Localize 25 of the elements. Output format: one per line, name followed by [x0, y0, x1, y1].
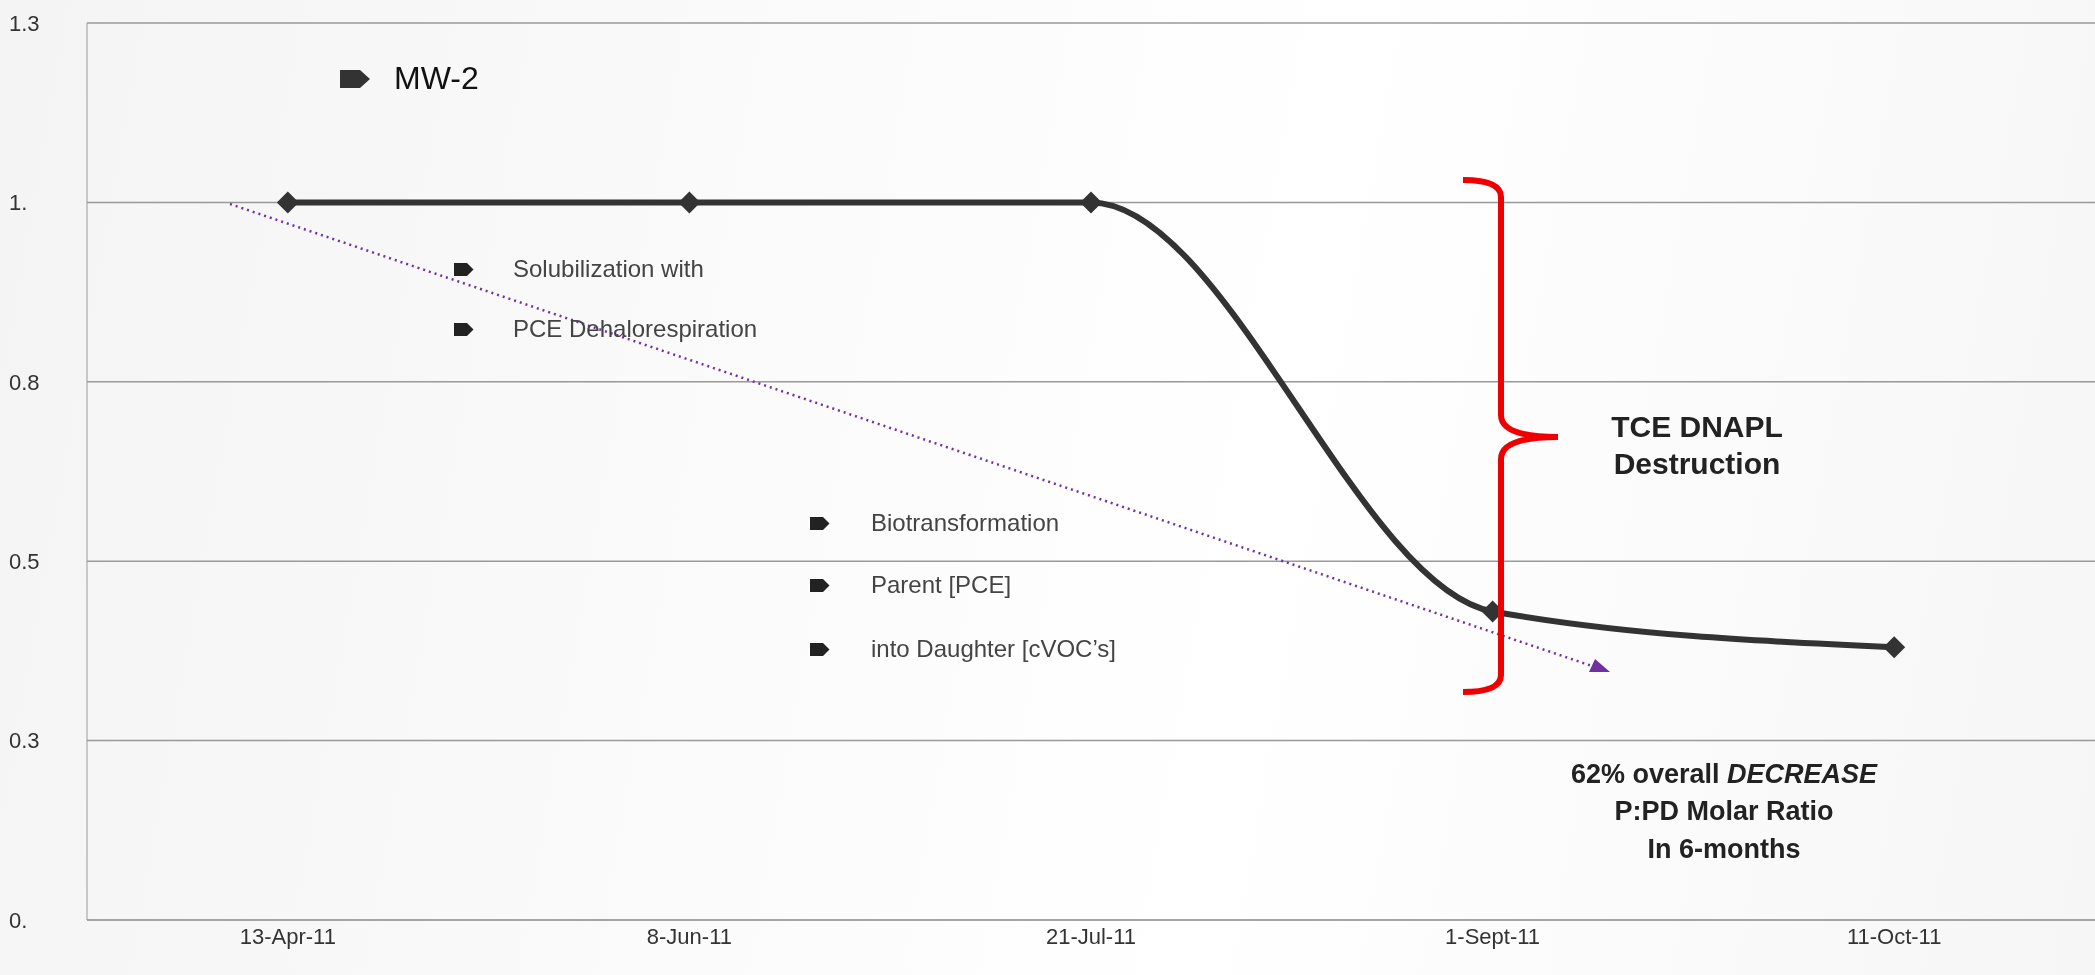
legend-label: MW-2: [394, 60, 479, 97]
annotation: TCE DNAPL Destruction: [1610, 408, 1784, 482]
annotation: into Daughter [cVOC’s]: [871, 634, 1117, 665]
point: [1080, 191, 1102, 214]
y-tick-label: 0.8: [9, 369, 40, 395]
x-tick-label: 1-Sept-11: [1445, 923, 1541, 949]
annotation: Parent [PCE]: [871, 570, 1012, 601]
annotation: P:PD Molar Ratio: [1613, 795, 1835, 829]
y-tick-label: 1.: [9, 190, 28, 216]
x-tick-label: 11-Oct-11: [1846, 923, 1942, 949]
annotation: 62% overall: [1570, 759, 1720, 790]
annotation: Biotransformation: [871, 508, 1060, 539]
annotation: In 6-months: [1646, 833, 1802, 867]
y-tick-label: 0.: [9, 907, 28, 933]
y-tick-label: 0.3: [9, 728, 40, 754]
annotation: DECREASE: [1727, 759, 1878, 790]
x-tick-label: 13-Apr-11: [239, 923, 336, 949]
annotation: Solubilization with: [513, 254, 704, 285]
point: [276, 191, 299, 214]
y-tick-label: 0.5: [9, 549, 40, 575]
y-tick-label: 1.3: [9, 10, 40, 36]
x-tick-label: 8-Jun-11: [646, 923, 732, 949]
point: [1883, 636, 1906, 659]
point: [678, 191, 701, 214]
x-tick-label: 21-Jul-11: [1045, 923, 1137, 949]
